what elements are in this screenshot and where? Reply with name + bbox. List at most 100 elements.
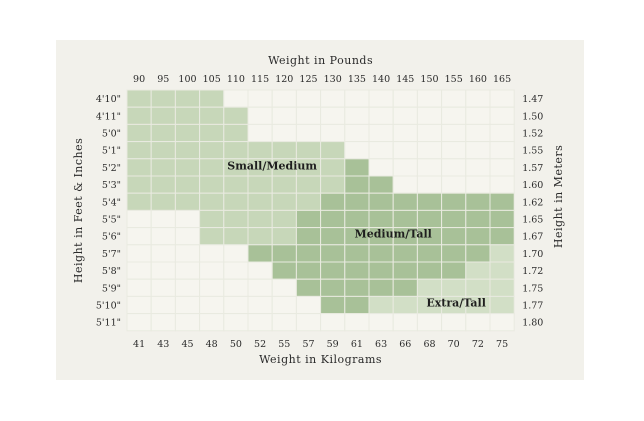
grid-cell: [247, 313, 273, 332]
grid-cell: [174, 209, 201, 229]
grid-cell: [392, 141, 418, 160]
grid-cell: [150, 89, 176, 108]
grid-cell: [126, 192, 152, 211]
grid-cell: [295, 141, 322, 160]
grid-cell: [441, 313, 467, 332]
height-ft-tick-label: 5'9": [102, 283, 121, 294]
grid-cell: [126, 89, 152, 108]
grid-cell: [247, 123, 273, 143]
grid-cell: [320, 141, 346, 160]
grid-cell: [199, 123, 225, 143]
grid-cell: [489, 313, 515, 332]
grid-cell: [150, 278, 176, 297]
grid-cell: [174, 141, 201, 160]
y-right-axis-title: Height in Meters: [552, 145, 565, 248]
height-m-tick-label: 1.67: [522, 232, 543, 243]
grid-cell: [320, 227, 346, 246]
grid-cell: [392, 106, 418, 125]
grid-cell: [489, 209, 515, 229]
grid-cell: [489, 192, 515, 211]
grid-cell: [368, 89, 394, 108]
grid-cell: [465, 209, 491, 229]
grid-cell: [295, 227, 322, 246]
grid-cell: [441, 175, 467, 194]
grid-cell: [320, 209, 346, 229]
grid-cell: [150, 209, 176, 229]
height-m-tick-label: 1.75: [522, 283, 543, 294]
grid-cell: [465, 261, 491, 280]
grid-cell: [150, 313, 176, 332]
grid-cell: [174, 123, 201, 143]
height-ft-tick-label: 5'2": [102, 163, 121, 174]
grid-cell: [441, 278, 467, 297]
grid-cell: [344, 278, 370, 297]
grid-cell: [295, 192, 322, 211]
height-m-tick-label: 1.80: [522, 318, 543, 329]
grid-cell: [126, 209, 152, 229]
grid-cell: [489, 106, 515, 125]
grid-cell: [344, 313, 370, 332]
grid-cell: [174, 227, 201, 246]
grid-cell: [489, 123, 515, 143]
grid-cell: [368, 123, 394, 143]
height-m-tick-label: 1.65: [522, 215, 543, 226]
grid-cell: [247, 244, 273, 263]
grid-cell: [320, 89, 346, 108]
grid-cell: [441, 89, 467, 108]
grid-cell: [392, 244, 418, 263]
kilograms-tick-label: 66: [399, 339, 411, 350]
height-ft-tick-label: 5'11": [96, 318, 121, 329]
grid-cell: [150, 123, 176, 143]
grid-cell: [199, 295, 225, 315]
grid-cell: [199, 313, 225, 332]
grid-cell: [174, 158, 201, 177]
grid-cell: [271, 261, 297, 280]
grid-cell: [126, 313, 152, 332]
grid-cell: [489, 227, 515, 246]
grid-cell: [247, 175, 273, 194]
grid-cell: [344, 89, 370, 108]
height-m-tick-label: 1.72: [522, 266, 543, 277]
grid-cell: [295, 89, 322, 108]
grid-cell: [150, 158, 176, 177]
grid-cell: [174, 106, 201, 125]
grid-cell: [223, 175, 249, 194]
pounds-tick-label: 95: [157, 74, 169, 85]
grid-cell: [199, 106, 225, 125]
kilograms-tick-label: 45: [181, 339, 193, 350]
grid-cell: [199, 141, 225, 160]
grid-cell: [441, 227, 467, 246]
grid-cell: [368, 141, 394, 160]
grid-cell: [344, 106, 370, 125]
grid-cell: [368, 209, 394, 229]
pounds-tick-label: 140: [372, 74, 390, 85]
height-ft-tick-label: 5'0": [102, 129, 121, 140]
grid-cell: [223, 106, 249, 125]
grid-cell: [320, 244, 346, 263]
pounds-tick-label: 125: [299, 74, 317, 85]
grid-cell: [344, 209, 370, 229]
grid-cell: [126, 141, 152, 160]
grid-cell: [150, 295, 176, 315]
pounds-tick-label: 110: [227, 74, 245, 85]
grid-cell: [126, 227, 152, 246]
grid-cell: [441, 123, 467, 143]
height-m-tick-label: 1.62: [522, 197, 543, 208]
pounds-tick-label: 120: [275, 74, 293, 85]
grid-cell: [368, 261, 394, 280]
grid-cell: [150, 244, 176, 263]
pounds-tick-label: 105: [203, 74, 221, 85]
grid-cell: [199, 89, 225, 108]
kilograms-tick-label: 75: [496, 339, 508, 350]
grid-cell: [271, 175, 297, 194]
grid-cell: [174, 244, 201, 263]
grid-cell: [489, 141, 515, 160]
grid-cell: [368, 192, 394, 211]
grid-cell: [465, 141, 491, 160]
grid-cell: [320, 123, 346, 143]
grid-cell: [223, 89, 249, 108]
height-m-tick-label: 1.70: [522, 249, 543, 260]
grid-cell: [174, 261, 201, 280]
pounds-tick-label: 135: [348, 74, 366, 85]
grid-cell: [174, 313, 201, 332]
